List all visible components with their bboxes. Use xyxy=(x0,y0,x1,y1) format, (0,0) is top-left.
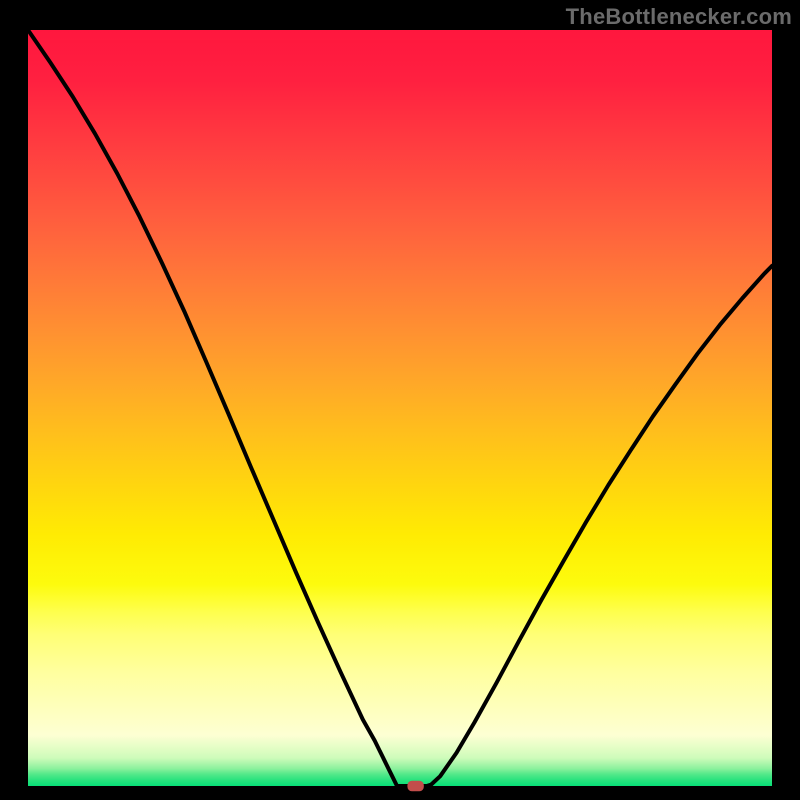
bottleneck-chart xyxy=(0,0,800,800)
operating-point-marker xyxy=(407,781,423,792)
chart-stage: TheBottlenecker.com xyxy=(0,0,800,800)
watermark-text: TheBottlenecker.com xyxy=(566,4,792,30)
